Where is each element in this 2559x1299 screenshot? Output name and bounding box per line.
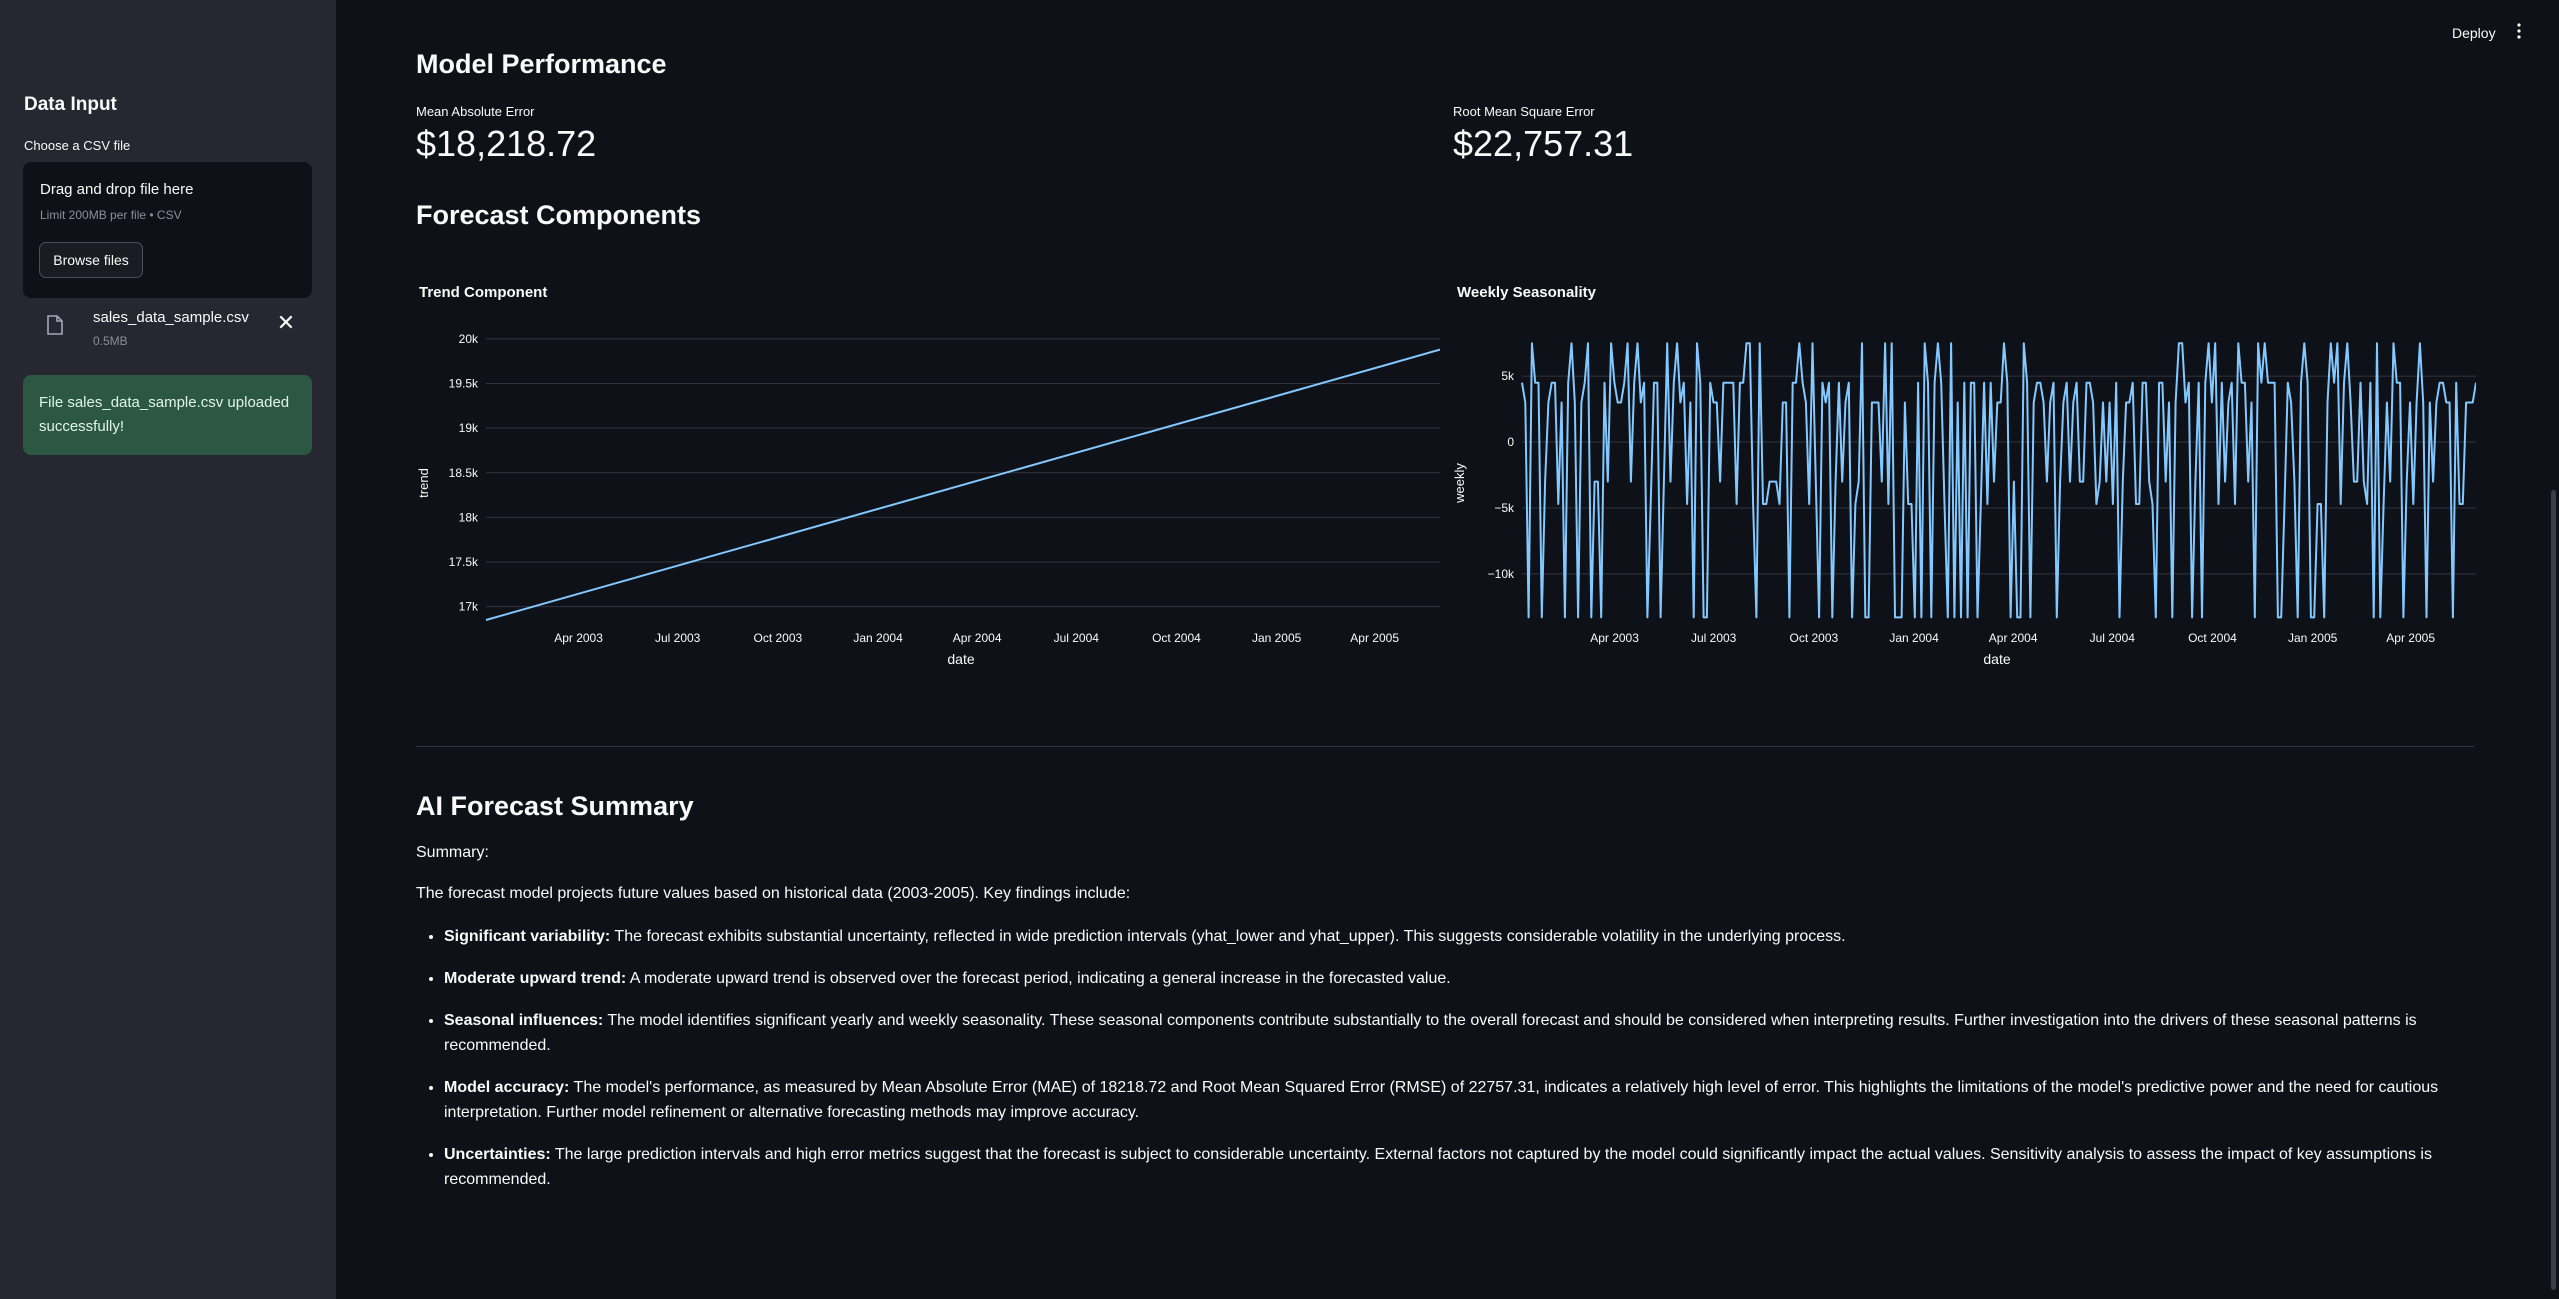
trend-x-axis-label: date (947, 651, 974, 667)
trend-x-tick-label: Jul 2004 (1054, 631, 1100, 645)
trend-chart[interactable]: 17k 17.5k 18k 18.5k 19k 19.5k 20k Apr 2003 Jul … (416, 330, 1440, 680)
components-heading: Forecast Components (416, 200, 702, 230)
trend-x-tick-label: Apr 2004 (953, 631, 1002, 645)
mae-label: Mean Absolute Error (416, 104, 535, 119)
weekly-y-axis-label: weekly (1452, 463, 1467, 504)
finding-title: Seasonal influences: (444, 1012, 604, 1029)
trend-line (485, 348, 1440, 621)
trend-y-tick-label: 20k (459, 332, 479, 346)
finding-text: The model's performance, as measured by … (444, 1079, 2439, 1121)
summary-findings-list: Significant variability: The forecast ex… (416, 924, 2504, 1209)
finding-title: Uncertainties: (444, 1146, 551, 1163)
remove-file-icon[interactable]: ✕ (276, 310, 296, 335)
trend-x-tick-label: Oct 2004 (1152, 631, 1201, 645)
trend-x-tick-label: Apr 2003 (554, 631, 603, 645)
weekly-chart[interactable]: 5k 0 −5k −10k Apr 2003 Jul 2003 Oct 2003 Jan 2… (1452, 330, 2476, 680)
main-menu-icon[interactable] (2515, 22, 2523, 40)
finding-text: The model identifies significant yearly … (444, 1012, 2417, 1054)
trend-y-tick-label: 18k (459, 510, 479, 524)
weekly-x-tick-label: Oct 2004 (2188, 631, 2237, 645)
finding-item: Significant variability: The forecast ex… (444, 924, 2504, 949)
rmse-label: Root Mean Square Error (1453, 104, 1595, 119)
finding-title: Significant variability: (444, 928, 611, 945)
performance-heading: Model Performance (416, 49, 667, 79)
finding-item: Model accuracy: The model's performance,… (444, 1075, 2504, 1125)
mae-value: $18,218.72 (416, 123, 597, 164)
section-divider (416, 746, 2474, 747)
weekly-y-tick-label: 5k (1501, 369, 1515, 383)
trend-chart-title: Trend Component (419, 284, 548, 301)
finding-item: Uncertainties: The large prediction inte… (444, 1142, 2504, 1192)
trend-x-tick-label: Apr 2005 (1350, 631, 1399, 645)
rmse-value: $22,757.31 (1453, 123, 1634, 164)
trend-y-tick-label: 18.5k (449, 466, 479, 480)
sidebar-title: Data Input (24, 94, 117, 115)
weekly-x-tick-label: Jul 2004 (2090, 631, 2136, 645)
trend-y-axis-label: trend (416, 468, 431, 498)
summary-intro: The forecast model projects future value… (416, 885, 1131, 902)
weekly-x-tick-label: Jul 2003 (1691, 631, 1737, 645)
browse-files-button[interactable]: Browse files (39, 242, 143, 278)
weekly-y-tick-label: −10k (1488, 567, 1515, 581)
weekly-y-tick-label: −5k (1494, 501, 1515, 515)
uploader-label: Choose a CSV file (24, 138, 131, 153)
dropzone-limit: Limit 200MB per file • CSV (40, 208, 182, 222)
weekly-x-tick-label: Jan 2005 (2288, 631, 2338, 645)
trend-y-tick-label: 17k (459, 600, 479, 614)
trend-x-tick-label: Jan 2004 (853, 631, 903, 645)
weekly-y-tick-label: 0 (1507, 435, 1514, 449)
weekly-x-tick-label: Oct 2003 (1790, 631, 1839, 645)
weekly-x-tick-label: Apr 2005 (2386, 631, 2435, 645)
file-dropzone[interactable]: Drag and drop file here Limit 200MB per … (23, 162, 312, 298)
file-icon (47, 315, 63, 335)
file-name: sales_data_sample.csv (93, 309, 249, 326)
finding-text: The forecast exhibits substantial uncert… (610, 928, 1846, 945)
dropzone-title: Drag and drop file here (40, 181, 194, 198)
weekly-chart-title: Weekly Seasonality (1457, 284, 1596, 301)
uploaded-file: sales_data_sample.csv 0.5MB ✕ (23, 308, 312, 358)
trend-y-tick-label: 19k (459, 421, 479, 435)
trend-y-tick-label: 17.5k (449, 555, 479, 569)
summary-heading: AI Forecast Summary (416, 791, 694, 821)
weekly-x-tick-label: Apr 2003 (1590, 631, 1639, 645)
finding-text: The large prediction intervals and high … (444, 1146, 2432, 1188)
upload-success-alert: File sales_data_sample.csv uploaded succ… (23, 375, 312, 455)
trend-x-tick-label: Oct 2003 (754, 631, 803, 645)
weekly-line (1521, 342, 2476, 619)
trend-x-tick-label: Jan 2005 (1252, 631, 1302, 645)
page-scrollbar[interactable] (2551, 490, 2556, 1290)
finding-text: A moderate upward trend is observed over… (626, 970, 1451, 987)
weekly-x-tick-label: Jan 2004 (1889, 631, 1939, 645)
sidebar: Data Input Choose a CSV file Drag and dr… (0, 0, 336, 1299)
file-size: 0.5MB (93, 334, 128, 348)
finding-item: Seasonal influences: The model identifie… (444, 1008, 2504, 1058)
finding-title: Moderate upward trend: (444, 970, 627, 987)
weekly-x-tick-label: Apr 2004 (1989, 631, 2038, 645)
finding-item: Moderate upward trend: A moderate upward… (444, 966, 2504, 991)
trend-x-tick-label: Jul 2003 (655, 631, 701, 645)
weekly-x-axis-label: date (1983, 651, 2010, 667)
summary-label: Summary: (416, 844, 489, 861)
deploy-button[interactable]: Deploy (2452, 25, 2496, 41)
trend-y-tick-label: 19.5k (449, 377, 479, 391)
finding-title: Model accuracy: (444, 1079, 570, 1096)
